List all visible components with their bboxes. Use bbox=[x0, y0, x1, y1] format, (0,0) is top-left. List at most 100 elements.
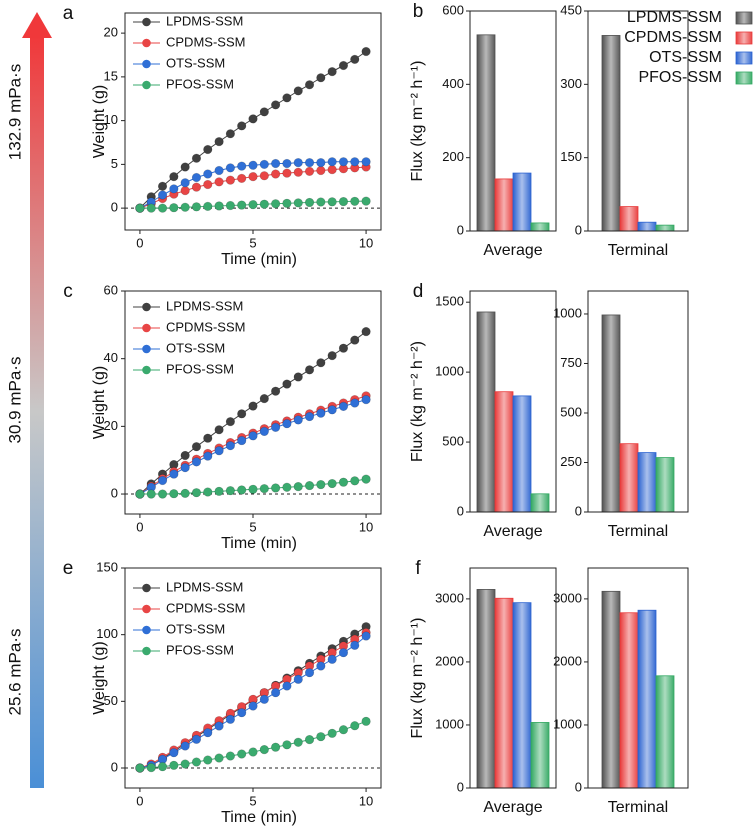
bar bbox=[512, 395, 532, 513]
data-point bbox=[225, 714, 235, 724]
data-point bbox=[157, 762, 168, 772]
data-point bbox=[271, 158, 281, 169]
data-point bbox=[146, 762, 156, 773]
data-point bbox=[191, 734, 202, 744]
data-point bbox=[316, 661, 326, 671]
plot-frame bbox=[469, 290, 557, 513]
panel-letter: b bbox=[413, 1, 424, 22]
plot-frame bbox=[587, 290, 689, 513]
data-point bbox=[203, 451, 213, 461]
legend-marker bbox=[142, 604, 151, 614]
data-point bbox=[237, 485, 247, 495]
y-tick-label: 0 bbox=[111, 759, 118, 774]
category-label: Terminal bbox=[608, 523, 668, 540]
legend-label: PFOS-SSM bbox=[166, 642, 234, 657]
data-point bbox=[191, 488, 202, 498]
panel-letter: f bbox=[415, 558, 421, 579]
y-tick-label: 0 bbox=[575, 779, 582, 794]
bar bbox=[637, 609, 657, 789]
data-point bbox=[203, 487, 213, 497]
bar bbox=[494, 391, 514, 513]
legend-marker bbox=[142, 625, 151, 635]
data-point bbox=[180, 759, 190, 769]
bar bbox=[494, 178, 514, 232]
x-tick-label: 0 bbox=[136, 235, 143, 250]
data-point bbox=[214, 177, 224, 187]
data-point bbox=[271, 100, 281, 110]
data-point bbox=[225, 417, 235, 427]
y-tick-label: 50 bbox=[104, 693, 118, 708]
legend-label: OTS-SSM bbox=[166, 55, 225, 70]
legend-label: LPDMS-SSM bbox=[166, 579, 243, 594]
x-tick-label: 5 bbox=[249, 793, 256, 808]
data-point bbox=[203, 201, 213, 211]
legend-marker bbox=[142, 80, 151, 90]
bar bbox=[530, 222, 550, 232]
data-point bbox=[203, 728, 213, 738]
data-point bbox=[225, 486, 235, 496]
data-point bbox=[259, 426, 269, 437]
y-tick-label: 1000 bbox=[435, 716, 464, 731]
y-tick-label: 500 bbox=[442, 434, 464, 449]
y-tick-label: 0 bbox=[457, 222, 464, 237]
y-tick-label: 10 bbox=[104, 112, 118, 127]
legend-label: OTS-SSM bbox=[166, 340, 225, 355]
y-tick-label: 15 bbox=[104, 68, 118, 83]
data-point bbox=[225, 129, 235, 139]
data-point bbox=[169, 748, 179, 758]
category-label: Average bbox=[483, 799, 542, 816]
data-point bbox=[327, 165, 337, 175]
data-point bbox=[327, 197, 337, 207]
y-tick-label: 1000 bbox=[553, 716, 582, 731]
data-point bbox=[271, 483, 281, 493]
y-tick-label: 60 bbox=[104, 282, 118, 297]
plot-frame bbox=[124, 12, 382, 231]
data-point bbox=[338, 60, 349, 71]
data-point bbox=[282, 681, 292, 691]
y-tick-label: 150 bbox=[560, 149, 582, 164]
data-point bbox=[214, 425, 224, 435]
y-tick-label: 0 bbox=[575, 503, 582, 518]
data-point bbox=[271, 688, 281, 698]
data-point bbox=[169, 203, 179, 213]
y-tick-label: 1500 bbox=[435, 294, 464, 309]
legend-label: OTS-SSM bbox=[649, 49, 722, 66]
data-point bbox=[304, 411, 315, 422]
data-point bbox=[316, 479, 326, 490]
y-tick-label: 250 bbox=[560, 454, 582, 469]
panel-letter: c bbox=[63, 281, 73, 302]
data-point bbox=[338, 725, 349, 735]
data-point bbox=[304, 166, 315, 176]
data-point bbox=[248, 200, 258, 210]
data-point bbox=[282, 93, 292, 103]
y-axis-label: Flux (kg m⁻² h⁻¹) bbox=[409, 61, 426, 182]
data-point bbox=[293, 372, 303, 382]
legend-marker bbox=[142, 646, 151, 656]
data-point bbox=[237, 173, 247, 183]
data-point bbox=[248, 401, 258, 411]
data-point bbox=[203, 755, 213, 765]
y-tick-label: 0 bbox=[575, 222, 582, 237]
data-point bbox=[293, 481, 303, 492]
data-point bbox=[327, 654, 337, 664]
category-label: Terminal bbox=[608, 242, 668, 259]
data-point bbox=[350, 335, 360, 345]
data-point bbox=[237, 121, 247, 131]
plot-frame bbox=[124, 290, 382, 515]
x-tick-label: 10 bbox=[359, 793, 373, 808]
legend-label: CPDMS-SSM bbox=[624, 29, 722, 46]
y-tick-label: 0 bbox=[111, 485, 118, 500]
data-point bbox=[293, 198, 303, 208]
data-point bbox=[225, 751, 235, 761]
data-point bbox=[350, 398, 360, 408]
panel-letter: a bbox=[63, 3, 74, 24]
data-point bbox=[237, 409, 247, 419]
data-point bbox=[191, 757, 202, 767]
data-point bbox=[259, 484, 269, 494]
y-tick-label: 750 bbox=[560, 355, 582, 370]
data-point bbox=[327, 351, 337, 361]
data-point bbox=[169, 760, 179, 770]
category-label: Terminal bbox=[608, 799, 668, 816]
data-point bbox=[304, 365, 315, 375]
data-point bbox=[191, 202, 202, 212]
